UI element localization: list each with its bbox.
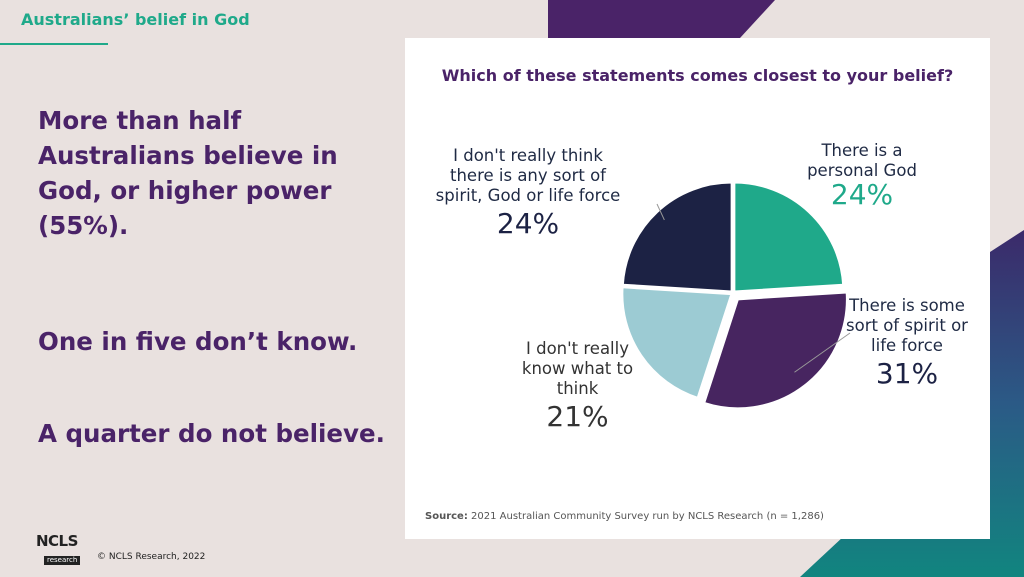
label-personal-god-value: 24%	[830, 178, 894, 211]
label-no-belief: I don't really think there is any sort o…	[433, 146, 623, 240]
chart-card: Which of these statements comes closest …	[405, 38, 990, 539]
label-personal-god: There is a personal God 24%	[797, 141, 927, 211]
header-title: Australians’ belief in God	[21, 10, 250, 29]
slice-personal-god	[733, 181, 845, 293]
label-personal-god-text: There is a personal God	[807, 141, 917, 180]
source-text: 2021 Australian Community Survey run by …	[471, 511, 824, 522]
source-label: Source:	[425, 511, 468, 522]
headline-believe: More than half Australians believe in Go…	[38, 106, 338, 240]
source-note: Source: 2021 Australian Community Survey…	[425, 511, 824, 522]
header-underline	[0, 43, 108, 45]
leader-line-spirit	[794, 332, 851, 373]
headline-not-believe: A quarter do not believe.	[38, 419, 385, 448]
pie-leader-lines	[656, 203, 851, 373]
label-no-belief-text: I don't really think there is any sort o…	[435, 146, 621, 205]
ncls-logo: NCLS research	[36, 532, 81, 567]
logo-subtext: research	[44, 556, 81, 565]
label-spirit-life-force-text: There is some sort of spirit or life for…	[846, 296, 968, 355]
copyright-text: © NCLS Research, 2022	[97, 552, 206, 562]
chart-title: Which of these statements comes closest …	[441, 66, 954, 85]
slice-dont-know	[621, 286, 733, 400]
label-dont-know: I don't really know what to think 21%	[505, 339, 650, 433]
slice-spirit-life-force	[702, 291, 848, 410]
label-dont-know-text: I don't really know what to think	[521, 339, 634, 398]
label-spirit-life-force: There is some sort of spirit or life for…	[842, 296, 972, 390]
pie-chart	[621, 181, 851, 410]
label-dont-know-value: 21%	[546, 400, 609, 433]
logo-wordmark: NCLS	[36, 532, 78, 550]
label-spirit-life-force-value: 31%	[875, 357, 939, 390]
slice-no-belief	[621, 181, 733, 293]
purple-diagonal-band	[548, 0, 775, 38]
label-no-belief-value: 24%	[496, 207, 560, 240]
leader-line-no-belief	[656, 203, 665, 221]
pie-slices	[621, 181, 848, 410]
headline-dont-know: One in five don’t know.	[38, 327, 358, 356]
